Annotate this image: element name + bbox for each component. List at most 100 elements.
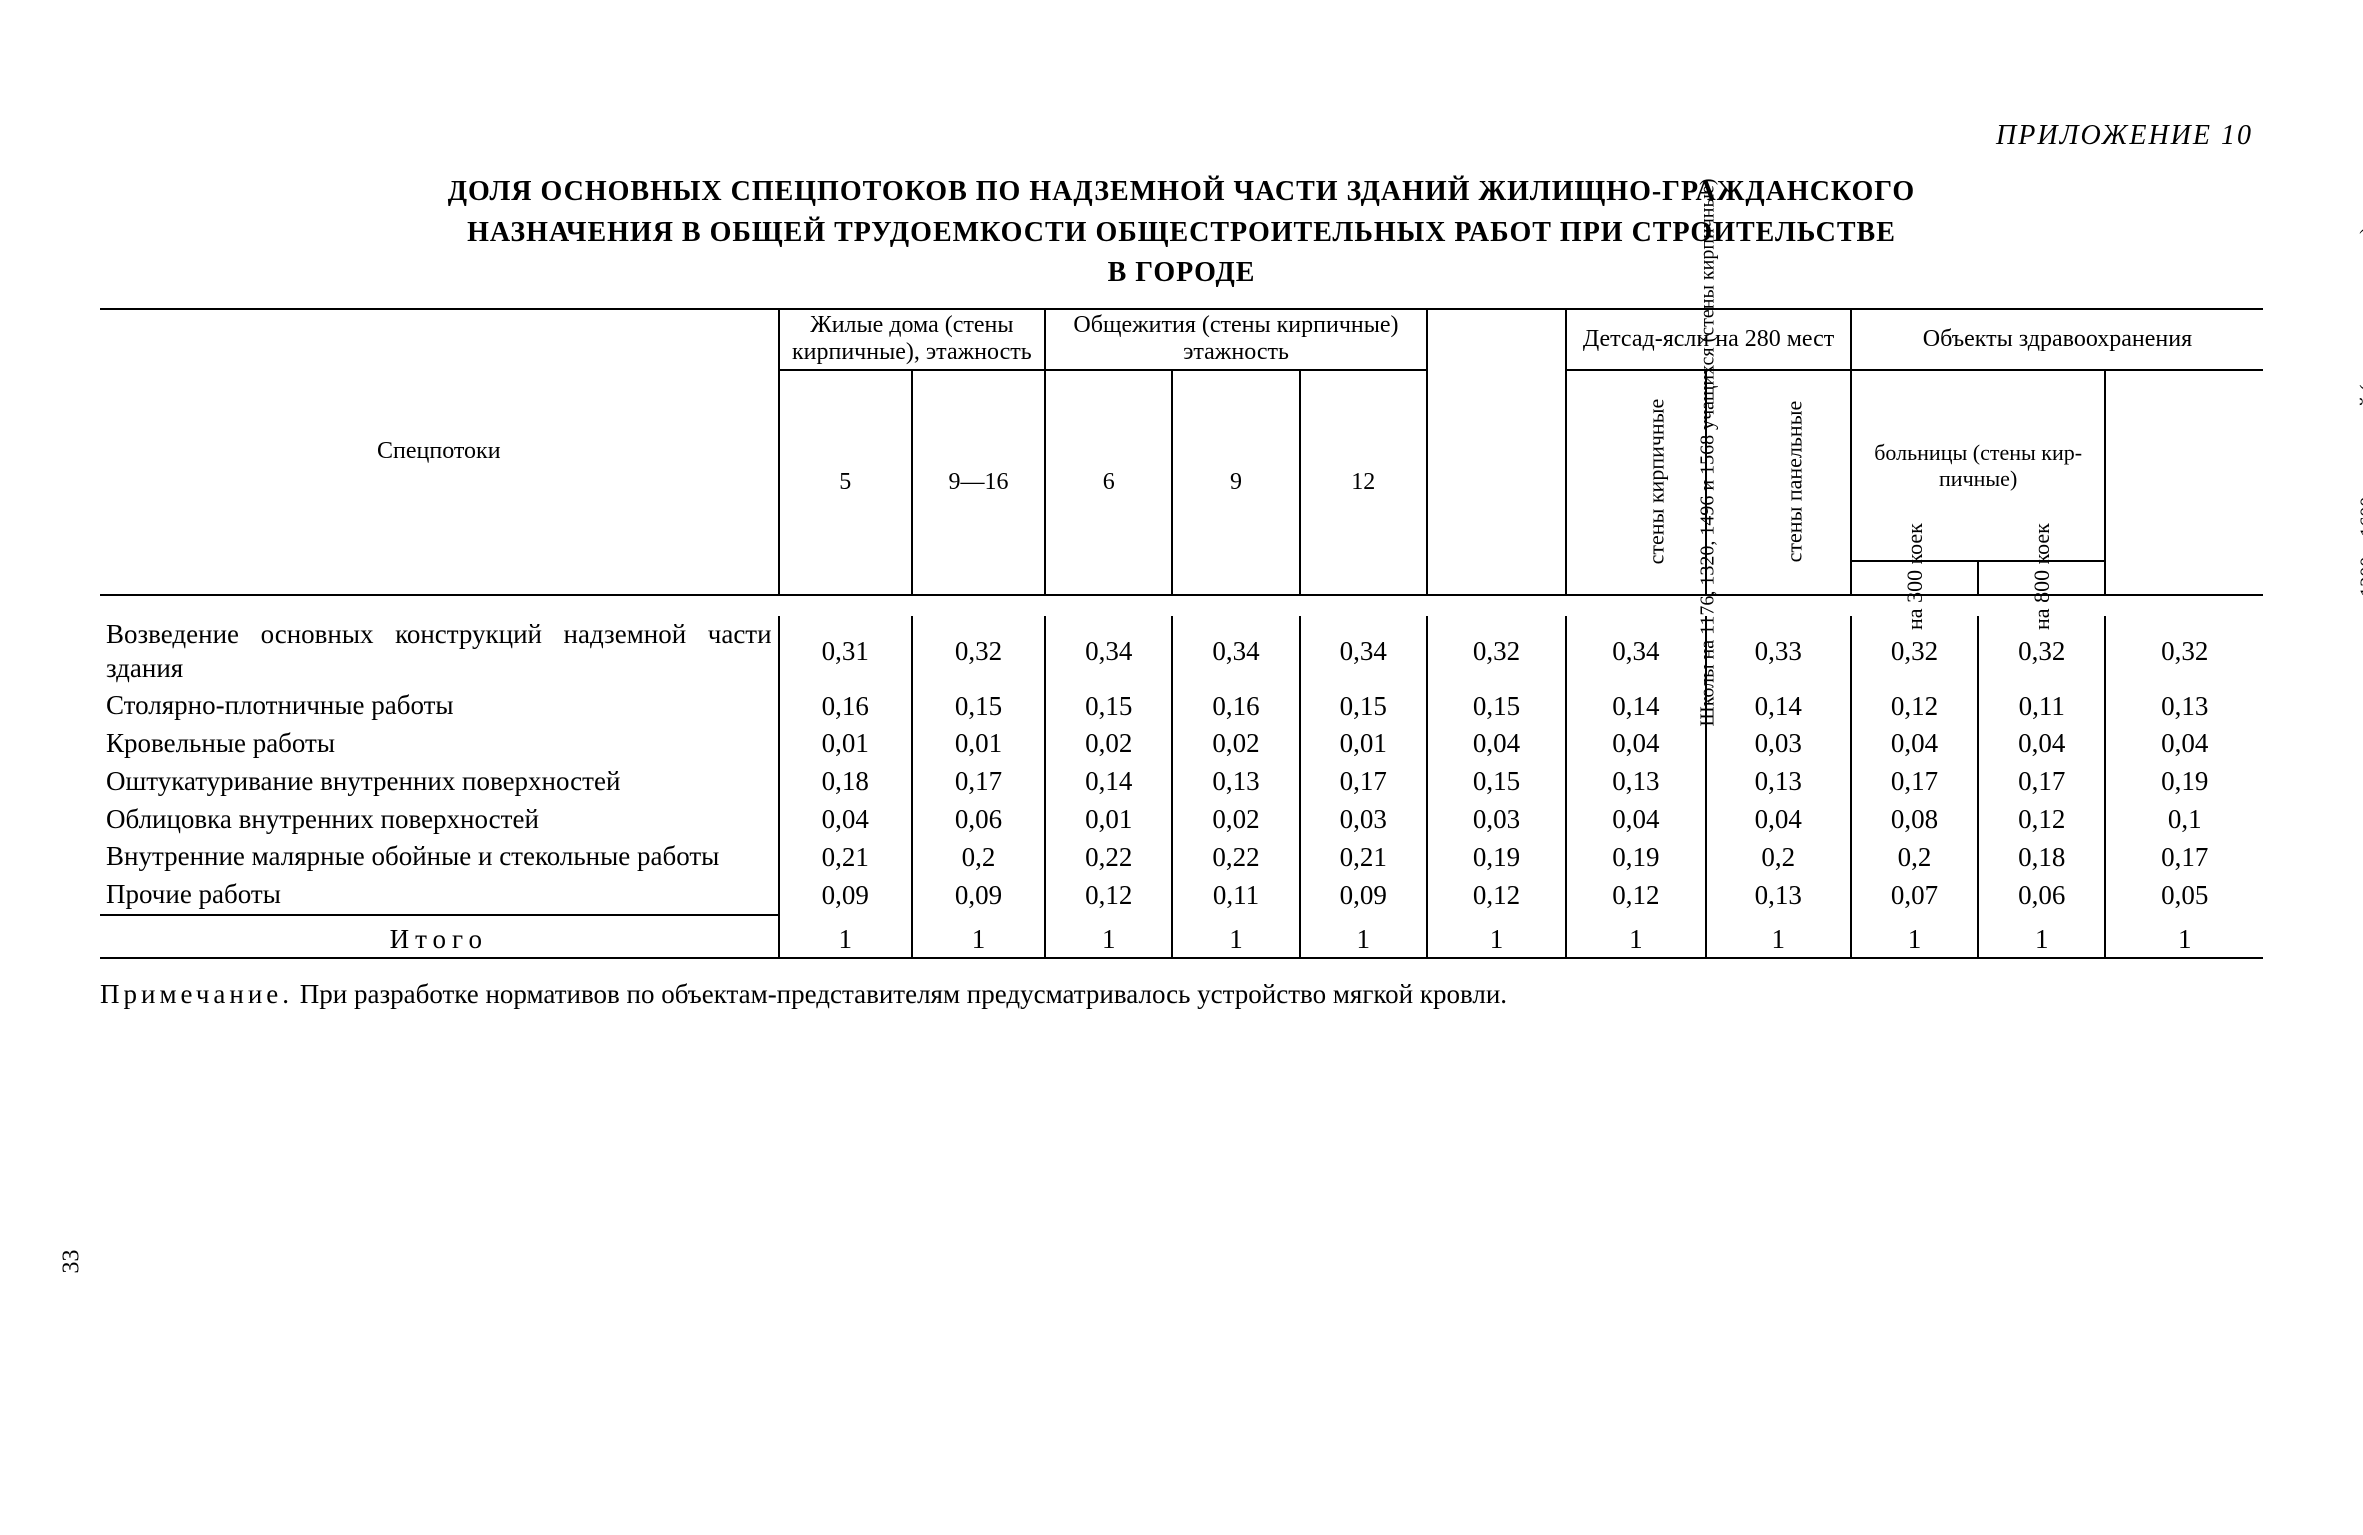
cell-value: 0,05 — [2105, 876, 2263, 915]
cell-value: 0,06 — [912, 801, 1045, 839]
cell-value: 0,17 — [2105, 838, 2263, 876]
cell-value: 0,18 — [779, 763, 912, 801]
header-floors-9-16: 9—16 — [912, 370, 1045, 595]
cell-value: 0,32 — [2105, 616, 2263, 688]
footnote-lead: Примечание. — [100, 979, 293, 1009]
header-health: Объекты здравоохра­нения — [1851, 309, 2263, 370]
total-value: 1 — [1566, 922, 1705, 958]
cell-value: 0,34 — [1172, 616, 1299, 688]
table-row: Внутренние малярные обойные и сте­кольны… — [100, 838, 2263, 876]
page: ПРИЛОЖЕНИЕ 10 ДОЛЯ ОСНОВНЫХ СПЕЦПОТОКОВ … — [0, 0, 2363, 1535]
footnote-body: При разработке нормативов по объектам-пр… — [293, 979, 1507, 1009]
totals-label: Итого — [100, 922, 779, 958]
header-schools: Школы на 1176, 1320, 1496 и 1568 учащихс… — [1427, 309, 1566, 595]
header-floors-12: 12 — [1300, 370, 1427, 595]
table-row: Возведение основных конструкций над­земн… — [100, 616, 2263, 688]
cell-value: 0,12 — [1978, 801, 2105, 839]
header-houses: Жилые дома (стены кирпич­ные), этаж­ност… — [779, 309, 1046, 370]
table-row: Столярно-плотничные работы0,160,150,150,… — [100, 687, 2263, 725]
cell-value: 0,21 — [779, 838, 912, 876]
cell-value: 0,01 — [912, 725, 1045, 763]
row-label: Возведение основных конструкций над­земн… — [100, 616, 779, 688]
header-dorms: Общежития (стены кирпичные) этажность — [1045, 309, 1427, 370]
total-value: 1 — [1978, 922, 2105, 958]
cell-value: 0,02 — [1045, 725, 1172, 763]
total-value: 1 — [779, 922, 912, 958]
cell-value: 0,14 — [1706, 687, 1851, 725]
header-hosp-300: на 300 коек — [1851, 561, 1978, 595]
total-value: 1 — [1427, 922, 1566, 958]
table-row: Кровельные работы0,010,010,020,020,010,0… — [100, 725, 2263, 763]
row-label: Оштукатуривание внутренних поверхно­стей — [100, 763, 779, 801]
cell-value: 0,15 — [1427, 763, 1566, 801]
total-value: 1 — [1851, 922, 1978, 958]
cell-value: 0,12 — [1566, 876, 1705, 915]
cell-value: 0,03 — [1706, 725, 1851, 763]
cell-value: 0,08 — [1851, 801, 1978, 839]
table-row: Прочие работы0,090,090,120,110,090,120,1… — [100, 876, 2263, 915]
cell-value: 0,02 — [1172, 725, 1299, 763]
totals-rule-row — [100, 915, 2263, 922]
cell-value: 0,09 — [912, 876, 1045, 915]
row-label: Облицовка внутренних поверхностей — [100, 801, 779, 839]
cell-value: 0,15 — [912, 687, 1045, 725]
cell-value: 0,12 — [1045, 876, 1172, 915]
row-label: Внутренние малярные обойные и сте­кольны… — [100, 838, 779, 876]
header-hosp-800: на 800 коек — [1978, 561, 2105, 595]
cell-value: 0,06 — [1978, 876, 2105, 915]
cell-value: 0,15 — [1300, 687, 1427, 725]
cell-value: 0,12 — [1851, 687, 1978, 725]
row-label: Прочие работы — [100, 876, 779, 915]
cell-value: 0,13 — [1172, 763, 1299, 801]
cell-value: 0,02 — [1172, 801, 1299, 839]
table-title: ДОЛЯ ОСНОВНЫХ СПЕЦПОТОКОВ ПО НАДЗЕМНОЙ Ч… — [232, 172, 2132, 294]
cell-value: 0,33 — [1706, 616, 1851, 688]
row-label: Кровельные работы — [100, 725, 779, 763]
cell-value: 0,03 — [1427, 801, 1566, 839]
total-value: 1 — [1045, 922, 1172, 958]
total-value: 1 — [1300, 922, 1427, 958]
cell-value: 0,15 — [1045, 687, 1172, 725]
header-kinder-brick: стены кирпичные — [1566, 370, 1705, 595]
cell-value: 0,13 — [1566, 763, 1705, 801]
cell-value: 0,34 — [1300, 616, 1427, 688]
cell-value: 0,04 — [1851, 725, 1978, 763]
cell-value: 0,32 — [912, 616, 1045, 688]
cell-value: 0,32 — [1427, 616, 1566, 688]
total-value: 1 — [1172, 922, 1299, 958]
cell-value: 0,04 — [2105, 725, 2263, 763]
totals-row: Итого 11111111111 — [100, 922, 2263, 958]
cell-value: 0,09 — [1300, 876, 1427, 915]
cell-value: 0,17 — [1300, 763, 1427, 801]
cell-value: 0,12 — [1427, 876, 1566, 915]
header-kinder-panel: стены панельные — [1706, 370, 1851, 595]
cell-value: 0,14 — [1045, 763, 1172, 801]
header-floors-6: 6 — [1045, 370, 1172, 595]
cell-value: 0,19 — [1427, 838, 1566, 876]
cell-value: 0,2 — [1851, 838, 1978, 876]
cell-value: 0,11 — [1172, 876, 1299, 915]
cell-value: 0,2 — [1706, 838, 1851, 876]
page-number: 33 — [59, 1250, 86, 1274]
total-value: 1 — [2105, 922, 2263, 958]
cell-value: 0,15 — [1427, 687, 1566, 725]
cell-value: 0,11 — [1978, 687, 2105, 725]
table-row: Облицовка внутренних поверхностей0,040,0… — [100, 801, 2263, 839]
header-row-1: Спецпотоки Жилые дома (стены кирпич­ные)… — [100, 309, 2263, 370]
cell-value: 0,18 — [1978, 838, 2105, 876]
cell-value: 0,16 — [1172, 687, 1299, 725]
title-line-2: НАЗНАЧЕНИЯ В ОБЩЕЙ ТРУДОЕМКОСТИ ОБЩЕСТРО… — [467, 217, 1896, 248]
title-line-1: ДОЛЯ ОСНОВНЫХ СПЕЦПОТОКОВ ПО НАДЗЕМНОЙ Ч… — [448, 176, 1915, 207]
cell-value: 0,01 — [1300, 725, 1427, 763]
cell-value: 0,22 — [1045, 838, 1172, 876]
cell-value: 0,1 — [2105, 801, 2263, 839]
row-label: Столярно-плотничные работы — [100, 687, 779, 725]
data-table: Спецпотоки Жилые дома (стены кирпич­ные)… — [100, 308, 2263, 959]
cell-value: 0,04 — [779, 801, 912, 839]
header-polyclinic: поликлиники на 1200—1600 посеще­ний (сте… — [2105, 370, 2263, 595]
cell-value: 0,34 — [1045, 616, 1172, 688]
cell-value: 0,04 — [1566, 801, 1705, 839]
header-rowlabel: Спецпотоки — [100, 309, 779, 595]
cell-value: 0,04 — [1566, 725, 1705, 763]
table-row: Оштукатуривание внутренних поверхно­стей… — [100, 763, 2263, 801]
